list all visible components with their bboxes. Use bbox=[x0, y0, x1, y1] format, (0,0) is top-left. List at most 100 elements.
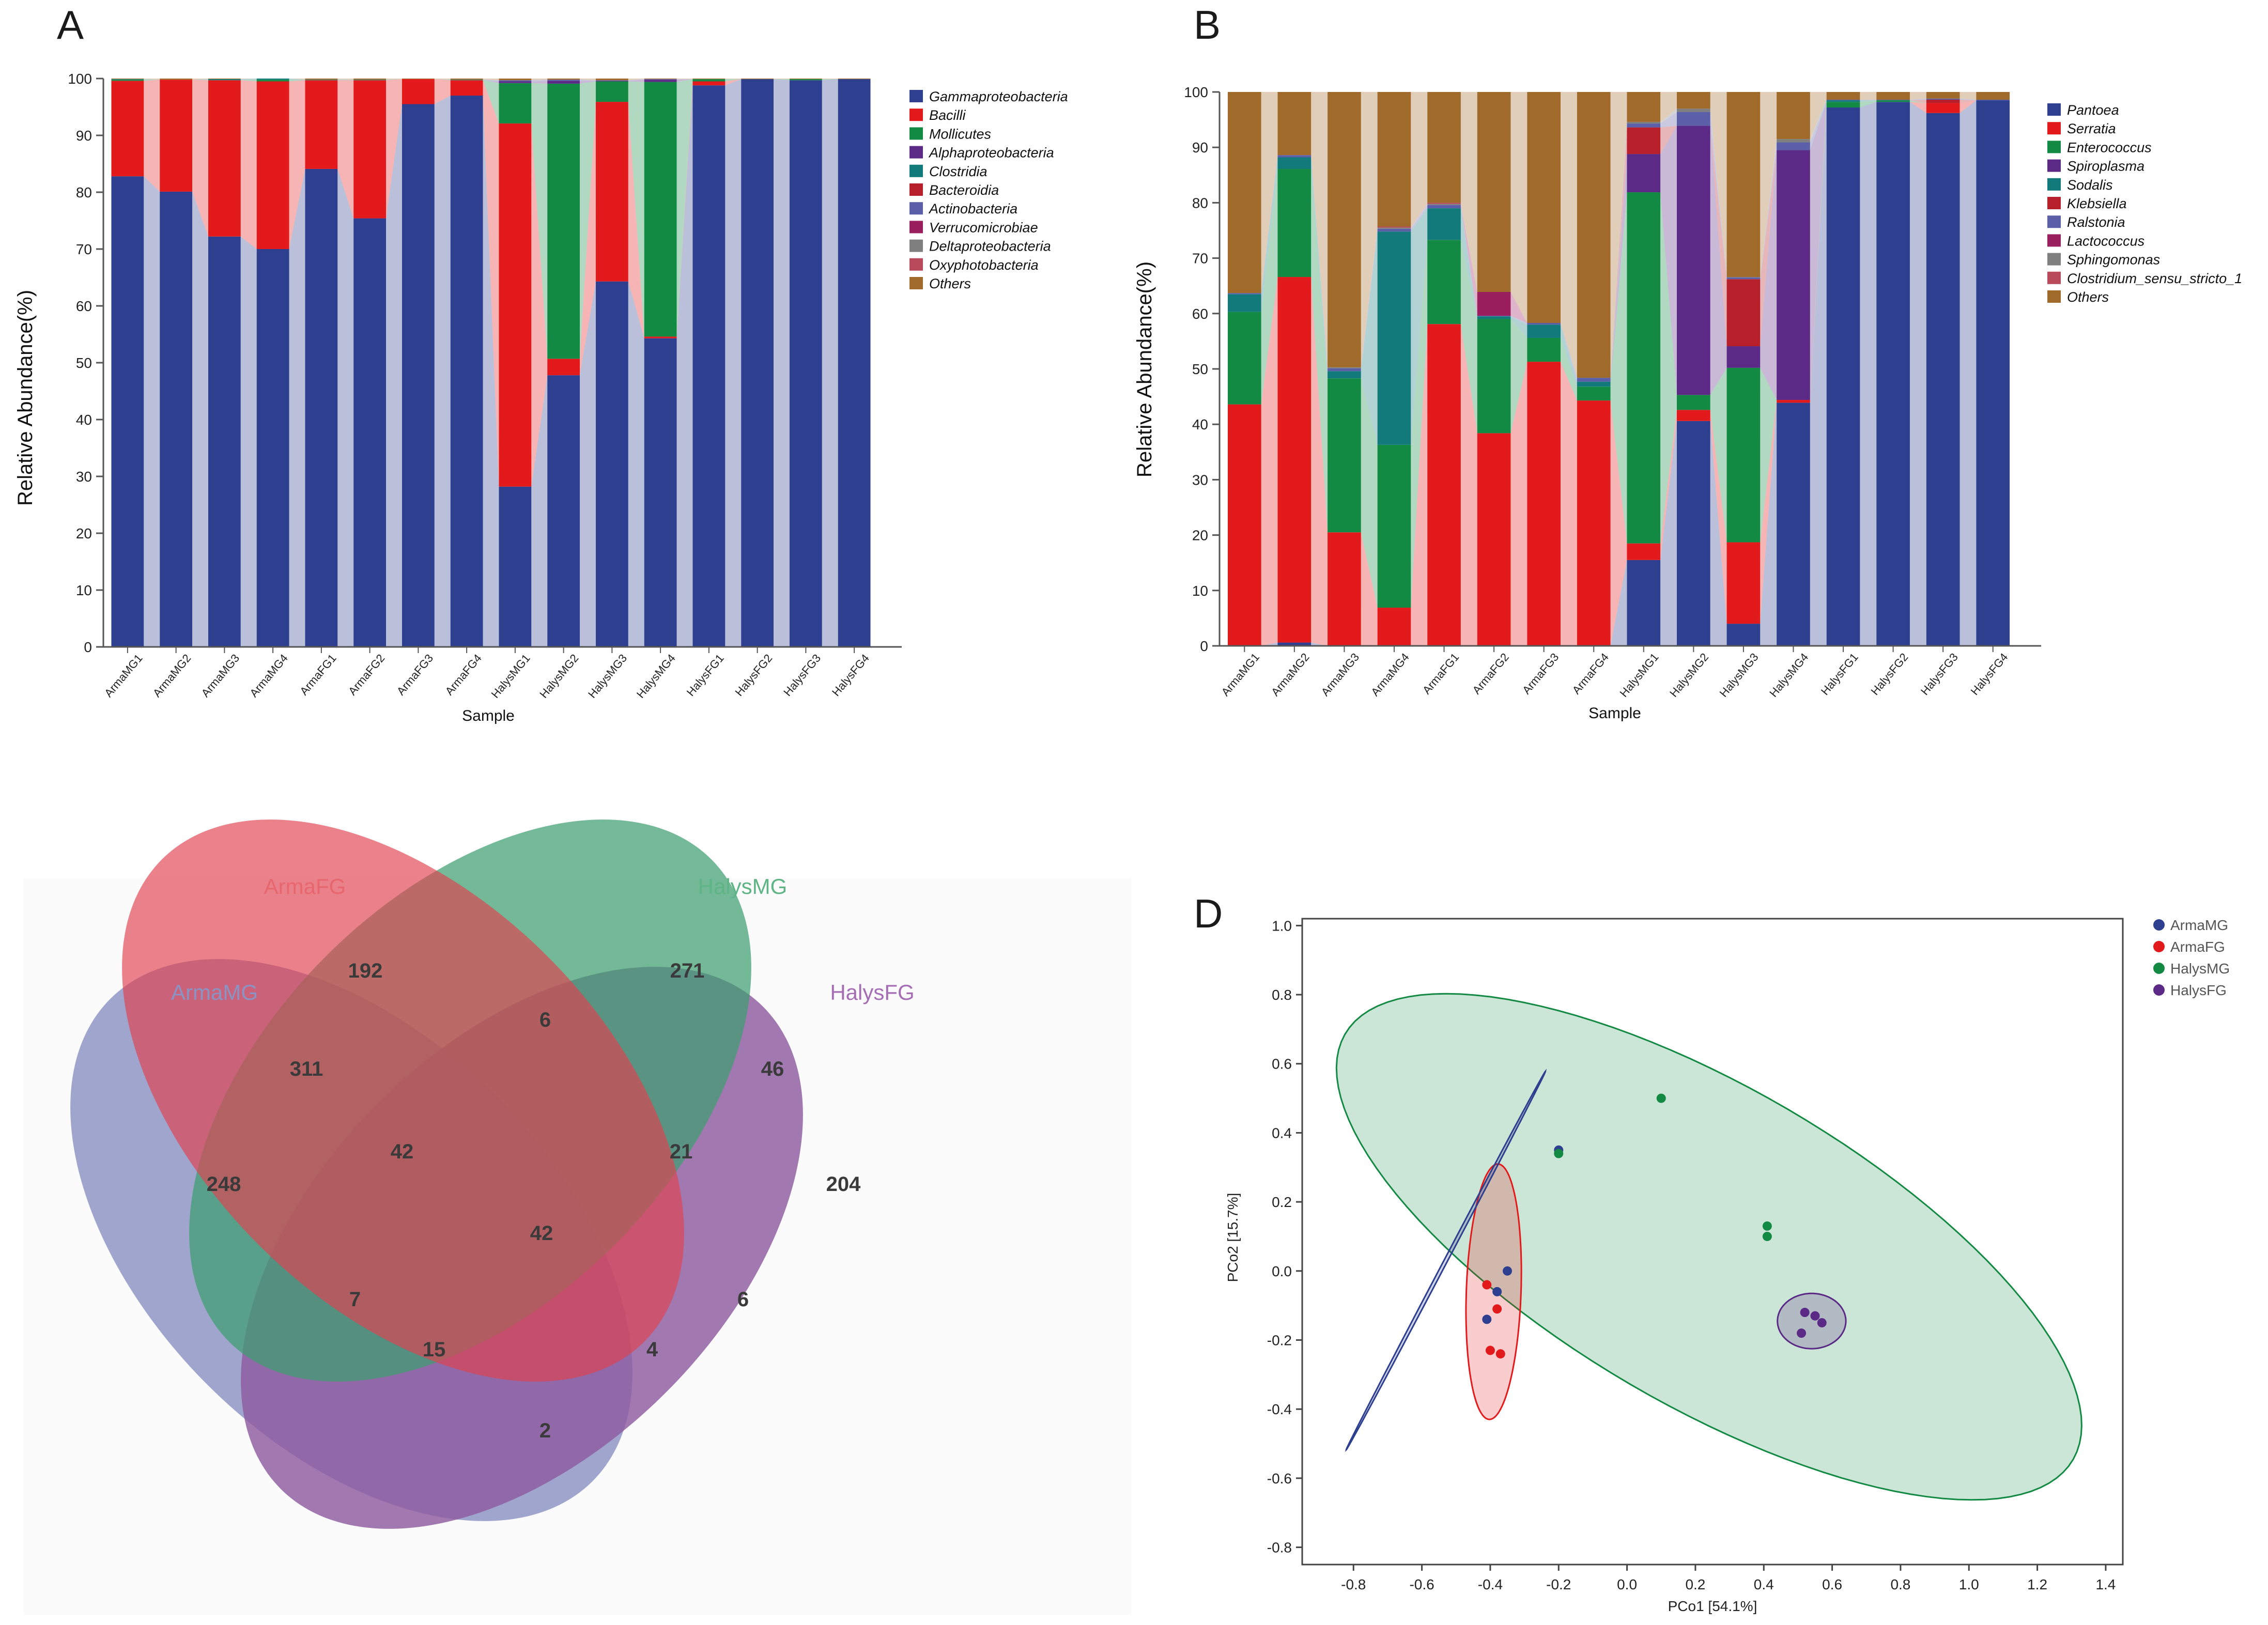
pcoa-y-tick-label-8: 0.8 bbox=[1272, 987, 1292, 1003]
pcoa-point-armafg-1 bbox=[1482, 1280, 1492, 1290]
pcoa-ellipse-halysmg bbox=[1335, 993, 2082, 1501]
pcoa-legend-label-armafg: ArmaFG bbox=[2170, 939, 2225, 955]
a-connector-bacilli-5 bbox=[386, 79, 402, 219]
a-legend-swatch-verrucomicrobiae bbox=[909, 221, 923, 234]
a-legend-swatch-oxyphotobacteria bbox=[909, 258, 923, 271]
b-connector-klebsiella-14 bbox=[1960, 100, 1977, 103]
b-y-tick-label-10: 10 bbox=[1192, 583, 1208, 599]
venn-label-halysfg: HalysFG bbox=[830, 980, 914, 1004]
b-connector-others-10 bbox=[1760, 92, 1777, 277]
panel-d-x-axis-label: PCo1 [54.1%] bbox=[1668, 1598, 1757, 1614]
b-legend-swatch-ralstonia bbox=[2047, 215, 2061, 228]
a-bar-halysmg4-bacilli bbox=[644, 336, 677, 338]
a-connector-bacilli-10 bbox=[628, 102, 644, 338]
a-bar-armamg4-mollicutes bbox=[256, 80, 289, 82]
a-connector-actinobacteria-11 bbox=[676, 79, 693, 80]
b-bar-armamg2-enterococcus bbox=[1277, 169, 1312, 277]
b-connector-ralstonia-3 bbox=[1411, 205, 1428, 232]
b-bar-halysmg4-pantoea bbox=[1777, 403, 1810, 646]
a-legend-swatch-actinobacteria bbox=[909, 202, 923, 215]
b-connector-others-9 bbox=[1710, 92, 1727, 277]
b-connector-pantoea-8 bbox=[1660, 421, 1677, 646]
b-connector-spiroplasma-7 bbox=[1610, 154, 1627, 387]
b-y-tick-label-30: 30 bbox=[1192, 472, 1208, 488]
pcoa-legend-marker-armamg bbox=[2153, 919, 2165, 931]
b-connector-sphingomonas-9 bbox=[1710, 109, 1727, 278]
panel-b-legend: Pantoea Serratia Enterococcus Spiroplasma So… bbox=[2047, 102, 2242, 305]
a-bar-armamg1-clostridia bbox=[111, 79, 144, 80]
a-connector-alphaproteobacteria-9 bbox=[580, 81, 596, 84]
a-bar-halysmg2-others bbox=[547, 79, 580, 80]
venn-label-halysmg: HalysMG bbox=[698, 874, 788, 899]
venn-count-halysmg-halysfg: 46 bbox=[761, 1058, 784, 1080]
a-bar-halysfg4-gammaproteobacteria bbox=[838, 79, 871, 647]
b-connector-enterococcus-9 bbox=[1710, 367, 1727, 543]
b-connector-sodalis-7 bbox=[1610, 154, 1627, 387]
b-connector-serratia-14 bbox=[1960, 100, 1977, 113]
b-bar-armamg4-enterococcus bbox=[1377, 444, 1411, 608]
b-connector-enterococcus-11 bbox=[1810, 102, 1827, 400]
a-bar-halysmg3-actinobacteria bbox=[595, 80, 628, 81]
a-connector-mollicutes-2 bbox=[240, 80, 257, 82]
a-legend-swatch-clostridia bbox=[909, 164, 923, 177]
b-connector-enterococcus-3 bbox=[1411, 240, 1428, 608]
b-bar-armafg4-others bbox=[1577, 92, 1611, 378]
panel-a-x-axis-label: Sample bbox=[462, 707, 515, 724]
pcoa-point-halysfg-1 bbox=[1800, 1308, 1810, 1318]
b-connector-sphingomonas-1 bbox=[1311, 155, 1328, 368]
a-connector-others-0 bbox=[144, 79, 160, 80]
b-bar-halysmg2-serratia bbox=[1676, 410, 1710, 421]
a-bar-armamg1-mollicutes bbox=[111, 80, 144, 81]
b-bar-armafg2-others bbox=[1477, 92, 1511, 292]
a-connector-bacilli-3 bbox=[289, 80, 305, 250]
pcoa-y-tick-label-9: 1.0 bbox=[1272, 918, 1292, 934]
b-bar-halysfg4-pantoea bbox=[1976, 100, 2010, 646]
b-connector-others-2 bbox=[1361, 92, 1378, 367]
venn-count-armafg-halysfg: 6 bbox=[737, 1288, 749, 1311]
a-connector-others-7 bbox=[483, 79, 499, 81]
a-bar-armafg3-gammaproteobacteria bbox=[402, 104, 435, 647]
b-legend-label-sodalis: Sodalis bbox=[2067, 177, 2113, 193]
b-legend-label-others: Others bbox=[2067, 289, 2109, 305]
b-legend-swatch-pantoea bbox=[2047, 103, 2061, 116]
b-bar-halysmg4-others bbox=[1777, 92, 1810, 140]
b-bar-halysmg3-spiroplasma bbox=[1726, 346, 1761, 368]
b-bar-armafg1-enterococcus bbox=[1427, 240, 1461, 324]
b-connector-enterococcus-4 bbox=[1460, 240, 1477, 434]
b-connector-enterococcus-7 bbox=[1610, 192, 1627, 544]
b-bar-halysfg4-others bbox=[1976, 92, 2010, 100]
a-bar-armafg4-gammaproteobacteria bbox=[450, 96, 483, 647]
b-connector-pantoea-11 bbox=[1810, 107, 1827, 646]
b-bar-armafg2-sodalis bbox=[1477, 316, 1511, 319]
b-connector-enterococcus-6 bbox=[1561, 337, 1577, 401]
b-bar-armamg1-ralstonia bbox=[1227, 293, 1261, 295]
panel-c-venn-diagram: ArmaFG HalysMG ArmaMG HalysFG 192 271 6 311… bbox=[23, 819, 1132, 1615]
a-connector-clostridia-2 bbox=[240, 79, 257, 81]
b-connector-pantoea-12 bbox=[1860, 102, 1877, 646]
b-bar-halysmg3-ralstonia bbox=[1726, 277, 1761, 280]
panel-d-pcoa-scatter: -0.8 -0.6 -0.4 -0.2 0.0 0.2 0.4 0.6 0.8 1.0 1.2 1.4… bbox=[1225, 917, 2230, 1614]
b-connector-serratia-1 bbox=[1311, 277, 1328, 646]
b-connector-enterococcus-2 bbox=[1361, 378, 1378, 608]
b-legend-swatch-others bbox=[2047, 290, 2061, 303]
a-connector-actinobacteria-8 bbox=[531, 80, 548, 82]
b-connector-spiroplasma-9 bbox=[1710, 126, 1727, 395]
a-connector-bacilli-12 bbox=[725, 79, 742, 86]
a-connector-gammaproteobacteria-8 bbox=[531, 375, 548, 647]
b-bar-halysmg1-pantoea bbox=[1627, 560, 1661, 646]
a-bar-halysmg3-bacilli bbox=[595, 102, 628, 282]
a-connector-mollicutes-9 bbox=[580, 81, 596, 359]
b-bar-halysmg1-spiroplasma bbox=[1627, 154, 1661, 193]
a-connector-gammaproteobacteria-7 bbox=[483, 96, 499, 647]
b-bar-armamg3-others bbox=[1328, 92, 1361, 367]
b-bar-armafg2-enterococcus bbox=[1477, 319, 1511, 434]
b-bar-halysfg1-sodalis bbox=[1826, 100, 1860, 102]
b-connector-sodalis-4 bbox=[1460, 208, 1477, 319]
panel-d-legend: ArmaMG ArmaFG HalysMG HalysFG bbox=[2153, 917, 2230, 998]
b-connector-others-14 bbox=[1960, 92, 1977, 100]
panel-label-d: D bbox=[1194, 891, 1223, 936]
b-bar-halysfg1-pantoea bbox=[1826, 107, 1860, 646]
a-bar-halysfg1-bacilli bbox=[692, 81, 726, 86]
a-connector-others-8 bbox=[531, 79, 548, 81]
b-connector-sodalis-0 bbox=[1261, 157, 1278, 312]
